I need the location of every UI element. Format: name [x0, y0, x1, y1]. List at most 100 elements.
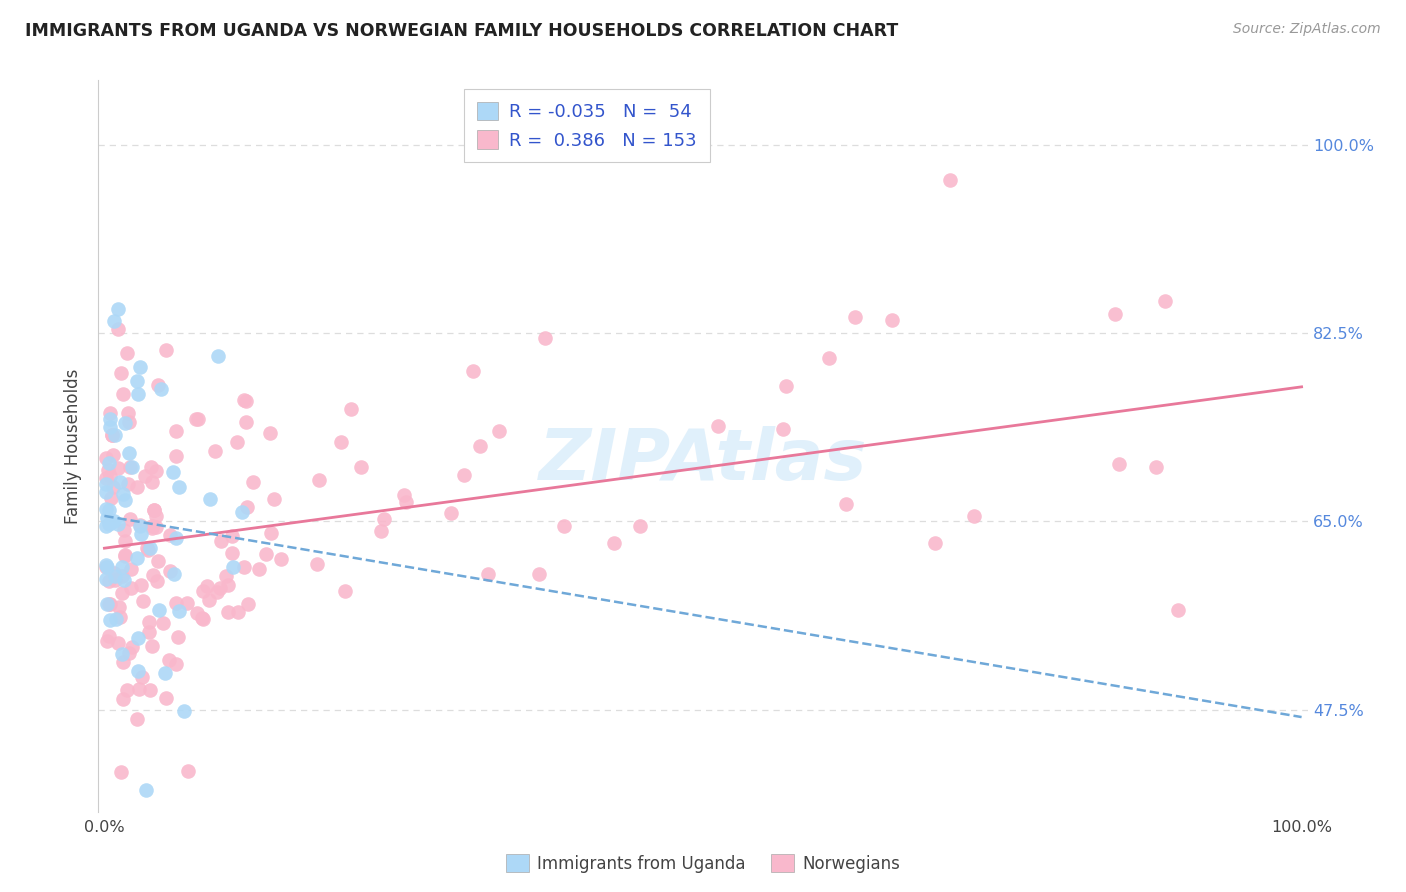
Point — [128, 681, 150, 696]
Point — [165, 596, 187, 610]
Point — [468, 439, 491, 453]
Point — [263, 491, 285, 506]
Point — [1167, 603, 1189, 617]
Point — [111, 648, 134, 662]
Point — [924, 535, 946, 549]
Point — [125, 712, 148, 726]
Point — [96, 501, 118, 516]
Point — [131, 669, 153, 683]
Point — [844, 310, 866, 324]
Point — [108, 599, 131, 614]
Point — [173, 704, 195, 718]
Point — [142, 503, 165, 517]
Point — [184, 412, 207, 426]
Point — [125, 551, 148, 566]
Point — [101, 428, 124, 442]
Point — [114, 548, 136, 562]
Point — [110, 366, 132, 380]
Point — [97, 503, 120, 517]
Point — [233, 559, 256, 574]
Point — [103, 515, 125, 529]
Point — [120, 460, 142, 475]
Point — [96, 633, 118, 648]
Point — [142, 502, 165, 516]
Point — [141, 519, 163, 533]
Point — [94, 560, 117, 574]
Point — [222, 560, 245, 574]
Point — [98, 456, 121, 470]
Point — [370, 524, 392, 538]
Point — [169, 604, 191, 618]
Point — [209, 534, 232, 549]
Point — [707, 419, 730, 434]
Point — [254, 547, 277, 561]
Point — [107, 461, 129, 475]
Point — [104, 612, 127, 626]
Point — [115, 346, 138, 360]
Point — [114, 549, 136, 564]
Point — [107, 516, 129, 531]
Legend: R = -0.035   N =  54, R =  0.386   N = 153: R = -0.035 N = 54, R = 0.386 N = 153 — [464, 89, 710, 162]
Point — [242, 475, 264, 490]
Point — [350, 459, 373, 474]
Text: IMMIGRANTS FROM UGANDA VS NORWEGIAN FAMILY HOUSEHOLDS CORRELATION CHART: IMMIGRANTS FROM UGANDA VS NORWEGIAN FAMI… — [25, 22, 898, 40]
Point — [118, 512, 141, 526]
Point — [103, 566, 125, 580]
Point — [111, 569, 134, 583]
Point — [553, 519, 575, 533]
Point — [193, 611, 215, 625]
Point — [152, 615, 174, 630]
Point — [186, 606, 208, 620]
Point — [603, 536, 626, 550]
Point — [141, 475, 163, 490]
Point — [236, 597, 259, 611]
Point — [339, 402, 361, 417]
Point — [165, 657, 187, 671]
Point — [165, 531, 187, 545]
Point — [96, 598, 118, 612]
Point — [121, 640, 143, 654]
Point — [228, 605, 250, 619]
Point — [98, 406, 121, 420]
Point — [148, 603, 170, 617]
Point — [141, 520, 163, 534]
Point — [98, 468, 121, 483]
Point — [114, 534, 136, 549]
Point — [103, 313, 125, 327]
Point — [127, 375, 149, 389]
Point — [107, 636, 129, 650]
Point — [395, 495, 418, 509]
Point — [96, 511, 118, 525]
Point — [98, 412, 121, 426]
Point — [207, 349, 229, 363]
Point — [114, 493, 136, 508]
Point — [191, 611, 214, 625]
Point — [111, 586, 134, 600]
Point — [1144, 460, 1167, 475]
Point — [100, 491, 122, 505]
Point — [145, 509, 167, 524]
Point — [167, 630, 190, 644]
Point — [333, 583, 356, 598]
Point — [155, 691, 177, 706]
Point — [94, 572, 117, 586]
Point — [308, 473, 330, 487]
Point — [139, 460, 162, 475]
Point — [142, 568, 165, 582]
Point — [139, 682, 162, 697]
Legend: Immigrants from Uganda, Norwegians: Immigrants from Uganda, Norwegians — [499, 847, 907, 880]
Point — [127, 664, 149, 678]
Point — [111, 386, 134, 401]
Point — [463, 364, 485, 378]
Point — [217, 605, 239, 619]
Point — [226, 435, 249, 450]
Point — [135, 783, 157, 797]
Point — [231, 505, 253, 519]
Point — [1108, 457, 1130, 471]
Point — [453, 468, 475, 483]
Point — [488, 425, 510, 439]
Point — [107, 302, 129, 317]
Point — [98, 420, 121, 434]
Point — [159, 527, 181, 541]
Point — [155, 343, 177, 357]
